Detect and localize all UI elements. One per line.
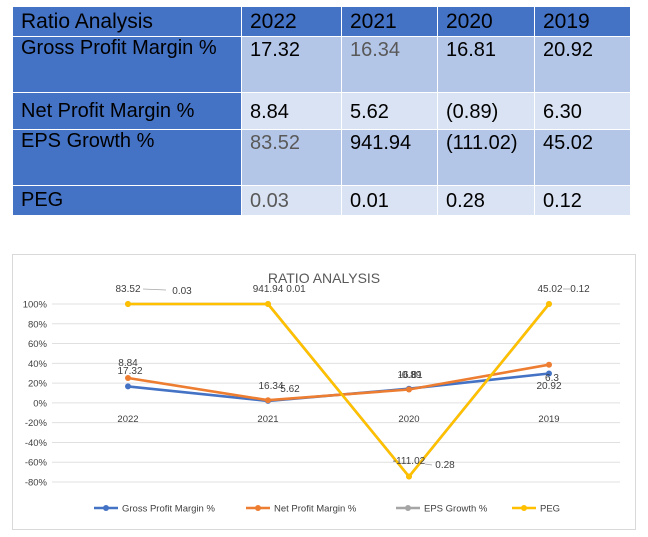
legend-marker (255, 505, 261, 511)
legend-label: Gross Profit Margin % (122, 504, 215, 515)
x-tick-label: 2020 (398, 414, 419, 425)
data-label: 20.92 (536, 381, 561, 392)
data-point (406, 473, 412, 480)
table-cell: 16.34 (341, 36, 438, 93)
data-label: 16.34 (258, 381, 283, 392)
table-cell: 0.28 (437, 185, 535, 216)
legend-label: Net Profit Margin % (274, 504, 357, 515)
table-row: EPS Growth % 83.52 941.94 (111.02) 45.02 (12, 129, 631, 186)
table-cell: 16.81 (437, 36, 535, 93)
data-point (546, 301, 552, 307)
y-tick-label: 80% (28, 319, 48, 330)
table-cell: 17.32 (241, 36, 342, 93)
leader-line (142, 288, 167, 291)
row-label: EPS Growth % (12, 129, 242, 186)
data-label: 6.3 (545, 373, 559, 384)
table-row: PEG 0.03 0.01 0.28 0.12 (12, 185, 631, 216)
y-tick-label: -40% (25, 438, 48, 449)
x-tick-label: 2021 (257, 414, 278, 425)
legend-marker (521, 505, 527, 511)
table-cell: 45.02 (534, 129, 631, 186)
table-row: Net Profit Margin % 8.84 5.62 (0.89) 6.3… (12, 92, 631, 130)
data-label: 0.01 (286, 284, 306, 295)
table-cell: 8.84 (241, 92, 342, 130)
table-cell: (0.89) (437, 92, 535, 130)
header-cell-label: Ratio Analysis (12, 6, 242, 37)
legend-marker (405, 505, 411, 511)
y-tick-label: 40% (28, 359, 48, 370)
data-label: 83.52 (115, 284, 140, 295)
data-label: 941.94 (253, 284, 284, 295)
y-tick-label: -80% (25, 478, 48, 489)
chart-title: RATIO ANALYSIS (268, 270, 380, 286)
legend-label: EPS Growth % (424, 504, 488, 515)
y-tick-label: 100% (23, 300, 48, 311)
data-point (546, 370, 552, 377)
data-point (125, 383, 131, 390)
table-row: Gross Profit Margin % 17.32 16.34 16.81 … (12, 36, 631, 93)
table-header-row: Ratio Analysis 2022 2021 2020 2019 (12, 6, 631, 37)
legend-marker (103, 505, 109, 511)
data-label: 5.62 (280, 384, 300, 395)
table-cell: 0.12 (534, 185, 631, 216)
data-point (125, 374, 131, 381)
table-cell: (111.02) (437, 129, 535, 186)
row-label: Net Profit Margin % (12, 92, 242, 130)
series-line-1 (127, 363, 550, 402)
data-point (546, 361, 552, 368)
y-tick-label: 20% (28, 379, 48, 390)
y-tick-label: -20% (25, 418, 48, 429)
row-label: Gross Profit Margin % (12, 36, 242, 93)
table-cell: 6.30 (534, 92, 631, 130)
x-tick-label: 2019 (538, 414, 559, 425)
row-label: PEG (12, 185, 242, 216)
data-label: -0.89 (399, 370, 422, 381)
series-line-3 (128, 302, 551, 478)
data-point (125, 301, 131, 307)
table-cell: 941.94 (341, 129, 438, 186)
data-point (406, 386, 412, 393)
header-cell-2019: 2019 (534, 6, 631, 37)
data-point (265, 397, 271, 404)
y-tick-label: 60% (28, 339, 48, 350)
data-label: 8.84 (118, 358, 138, 369)
table-cell: 5.62 (341, 92, 438, 130)
data-label: 0.28 (435, 460, 455, 471)
data-label: 45.02 (537, 284, 562, 295)
data-label: -111.02 (393, 456, 426, 467)
y-tick-label: 0% (33, 398, 47, 409)
table-cell: 0.01 (341, 185, 438, 216)
ratio-table: Ratio Analysis 2022 2021 2020 2019 Gross… (12, 6, 631, 216)
data-label: 0.12 (570, 284, 590, 295)
data-label: 0.03 (172, 286, 192, 297)
data-label: 17.32 (117, 366, 142, 377)
data-label: 16.81 (397, 370, 422, 381)
table-cell: 20.92 (534, 36, 631, 93)
x-tick-label: 2022 (117, 414, 138, 425)
table-cell: 0.03 (241, 185, 342, 216)
y-tick-label: -60% (25, 458, 48, 469)
header-cell-2020: 2020 (437, 6, 535, 37)
data-point (265, 301, 271, 307)
leader-line (424, 463, 433, 466)
legend-label: PEG (540, 504, 560, 515)
chart-container (12, 254, 636, 530)
